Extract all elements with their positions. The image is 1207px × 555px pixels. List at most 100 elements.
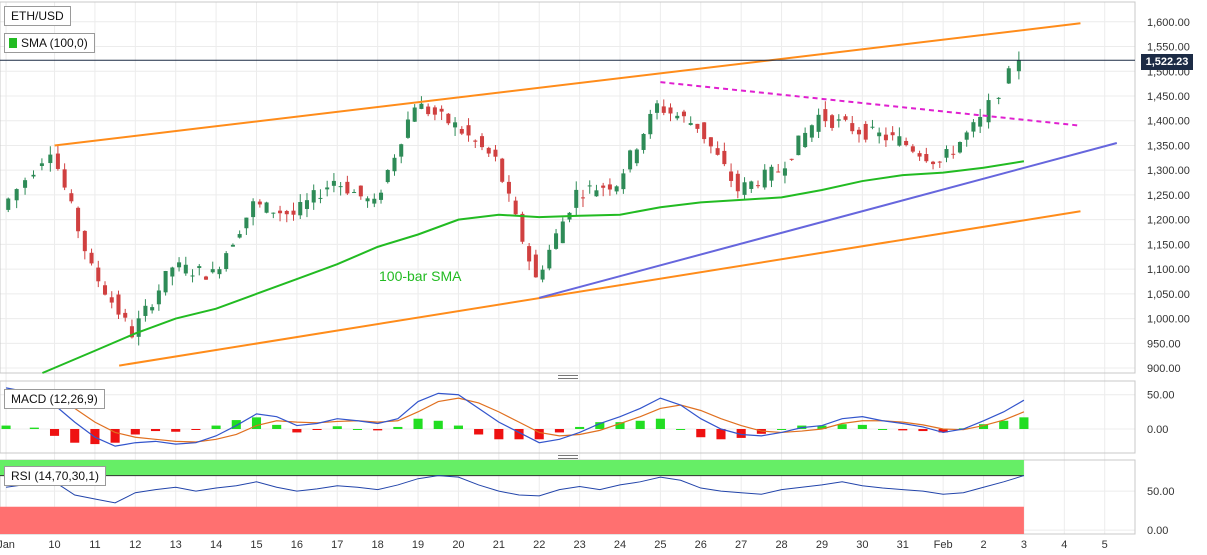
x-tick-label: 13	[170, 539, 182, 551]
candle-body	[278, 210, 283, 214]
macd-histogram-bar	[1, 425, 11, 429]
macd-label[interactable]: MACD (12,26,9)	[4, 389, 105, 409]
candle-body	[399, 144, 404, 157]
candle-body	[675, 115, 680, 119]
x-tick-label: 23	[573, 539, 585, 551]
rsi-line	[5, 475, 1025, 504]
candle-body	[237, 234, 242, 238]
candle-body	[634, 149, 639, 164]
candle-body	[197, 266, 202, 268]
macd-signal-line	[5, 390, 1025, 443]
candle-body	[513, 200, 518, 215]
candle-body	[607, 184, 612, 190]
sma-legend-label: SMA (100,0)	[21, 36, 88, 50]
candle-body	[668, 107, 673, 114]
candle-body	[473, 140, 478, 142]
macd-histogram-bar	[676, 429, 686, 430]
macd-histogram-bar	[191, 429, 201, 430]
candle-body	[708, 137, 713, 147]
candle-body	[271, 212, 276, 214]
candle-body	[217, 269, 222, 275]
x-tick-label: 29	[816, 539, 828, 551]
candle-body	[453, 122, 458, 128]
macd-histogram-bar	[474, 429, 484, 435]
rsi-label[interactable]: RSI (14,70,30,1)	[4, 466, 107, 486]
candle-body	[385, 169, 390, 183]
candle-body	[816, 114, 821, 132]
x-tick-label: 26	[695, 539, 707, 551]
sma-legend[interactable]: SMA (100,0)	[4, 33, 95, 53]
candle-body	[789, 158, 794, 160]
candle-body	[257, 201, 262, 205]
candle-body	[877, 132, 882, 137]
candle-body	[937, 161, 942, 163]
price-tick-label: 950.00	[1147, 338, 1181, 350]
candle-body	[116, 294, 121, 315]
candle-body	[944, 149, 949, 158]
candle-body	[755, 185, 761, 187]
candle-body	[432, 107, 437, 115]
candle-body	[681, 111, 686, 117]
candle-body	[143, 305, 148, 316]
candle-body	[614, 186, 619, 192]
candle-body	[951, 153, 956, 155]
candle-body	[762, 169, 767, 188]
candle-body	[129, 326, 134, 338]
candle-body	[957, 141, 962, 153]
rsi-tick-label: 50.00	[1147, 486, 1175, 498]
price-tick-label: 1,200.00	[1147, 215, 1190, 227]
rsi-tick-label: 0.00	[1147, 525, 1168, 537]
candle-body	[749, 181, 754, 189]
candle-body	[803, 132, 808, 148]
symbol-label[interactable]: ETH/USD	[4, 6, 71, 26]
candle-body	[688, 123, 693, 125]
candle-body	[1016, 60, 1021, 72]
candle-body	[560, 221, 565, 244]
macd-histogram-bar	[292, 429, 302, 433]
candle-body	[304, 200, 309, 209]
candle-body	[183, 264, 188, 274]
macd-histogram-bar	[837, 424, 847, 429]
candle-body	[830, 115, 835, 128]
candle-body	[14, 189, 19, 201]
candle-body	[776, 171, 781, 173]
macd-histogram-bar	[978, 424, 989, 429]
candle-body	[446, 113, 451, 124]
price-tick-label: 1,300.00	[1147, 165, 1190, 177]
candle-body	[291, 210, 296, 215]
macd-tick-label: 0.00	[1147, 424, 1168, 436]
candle-body	[224, 253, 229, 269]
macd-histogram-bar	[655, 418, 665, 429]
macd-histogram-bar	[312, 429, 322, 430]
macd-histogram-bar	[918, 429, 928, 432]
candle-body	[331, 180, 336, 186]
candle-body	[823, 109, 828, 122]
current-price-badge: 1,522.23	[1141, 54, 1193, 70]
macd-histogram-bar	[352, 429, 363, 430]
trendline-lower-channel	[118, 210, 1081, 367]
price-tick-label: 900.00	[1147, 363, 1181, 375]
candle-body	[358, 185, 363, 197]
macd-histogram-bar	[251, 417, 262, 429]
sma-100-line	[42, 160, 1025, 374]
candle-body	[89, 252, 94, 264]
macd-histogram-bar	[433, 420, 443, 429]
candle-body	[31, 174, 36, 177]
candle-body	[493, 149, 498, 157]
candle-body	[244, 217, 249, 229]
candle-body	[439, 108, 444, 112]
macd-histogram-bar	[878, 429, 888, 430]
macd-histogram-bar	[171, 429, 181, 432]
price-tick-label: 1,350.00	[1147, 140, 1190, 152]
candle-body	[150, 307, 155, 311]
candle-body	[311, 190, 316, 203]
x-tick-label: 22	[533, 539, 545, 551]
x-tick-label: 19	[412, 539, 424, 551]
pane-frame-0	[0, 1, 1136, 374]
x-tick-label: 27	[735, 539, 747, 551]
candle-body	[365, 198, 370, 202]
macd-histogram-bar	[716, 429, 726, 440]
price-tick-label: 1,550.00	[1147, 42, 1190, 54]
rsi-oversold-band	[0, 506, 1024, 534]
candle-body	[695, 123, 700, 129]
